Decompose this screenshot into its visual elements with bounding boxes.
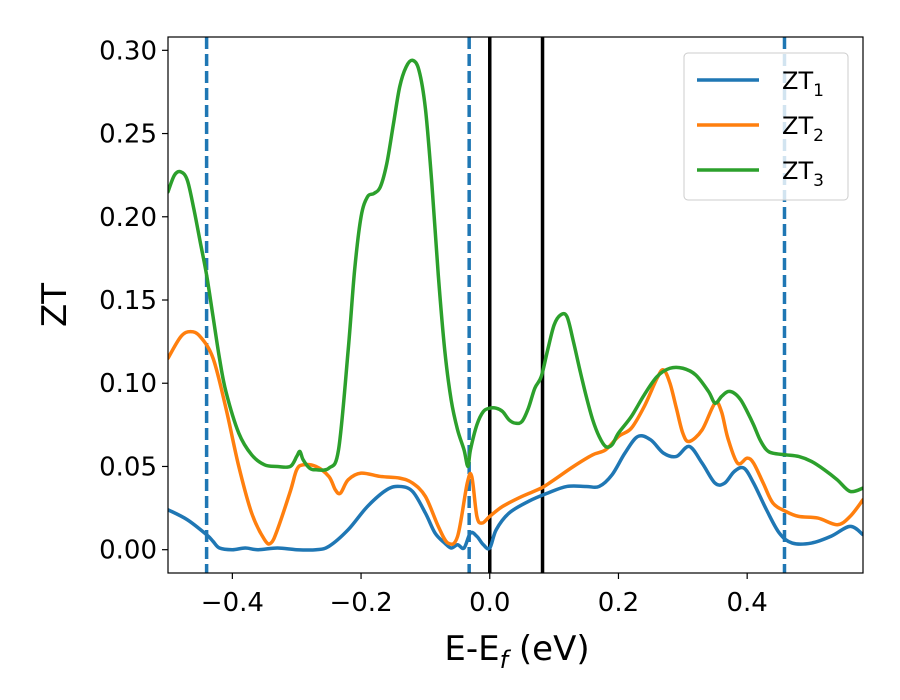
series-line-zt3 xyxy=(168,58,863,494)
series-line-zt1 xyxy=(168,433,863,552)
y-axis-label: ZT xyxy=(35,283,75,327)
x-axis-label: E-Ef (eV) xyxy=(444,629,589,674)
y-tick-label: 0.30 xyxy=(99,36,157,66)
y-tick-label: 0.15 xyxy=(99,286,157,316)
y-tick-label: 0.00 xyxy=(99,536,157,566)
x-tick-label: −0.4 xyxy=(201,588,264,618)
series-line-zt2 xyxy=(168,329,863,547)
x-tick-label: 0.2 xyxy=(598,588,639,618)
x-axis-label-unit: (eV) xyxy=(508,629,590,669)
y-tick-label: 0.20 xyxy=(99,203,157,233)
legend-label-zt3: ZT3 xyxy=(782,157,824,191)
x-tick-label: 0.0 xyxy=(469,588,510,618)
x-axis-ticks: −0.4 −0.2 0.0 0.2 0.4 xyxy=(201,573,768,618)
x-tick-label: −0.2 xyxy=(329,588,392,618)
y-tick-label: 0.10 xyxy=(99,369,157,399)
legend: ZT1 ZT2 ZT3 xyxy=(683,52,849,201)
vertical-reference-lines xyxy=(204,37,787,573)
y-axis-ticks: 0.00 0.05 0.10 0.15 0.20 0.25 0.30 xyxy=(99,36,168,566)
legend-label-zt2: ZT2 xyxy=(782,112,824,146)
plot-frame xyxy=(167,36,864,574)
legend-frame xyxy=(683,52,849,201)
legend-label-zt1: ZT1 xyxy=(782,67,824,101)
y-tick-label: 0.05 xyxy=(99,452,157,482)
series-lines xyxy=(168,58,863,552)
y-tick-label: 0.25 xyxy=(99,120,157,150)
x-tick-label: 0.4 xyxy=(726,588,767,618)
